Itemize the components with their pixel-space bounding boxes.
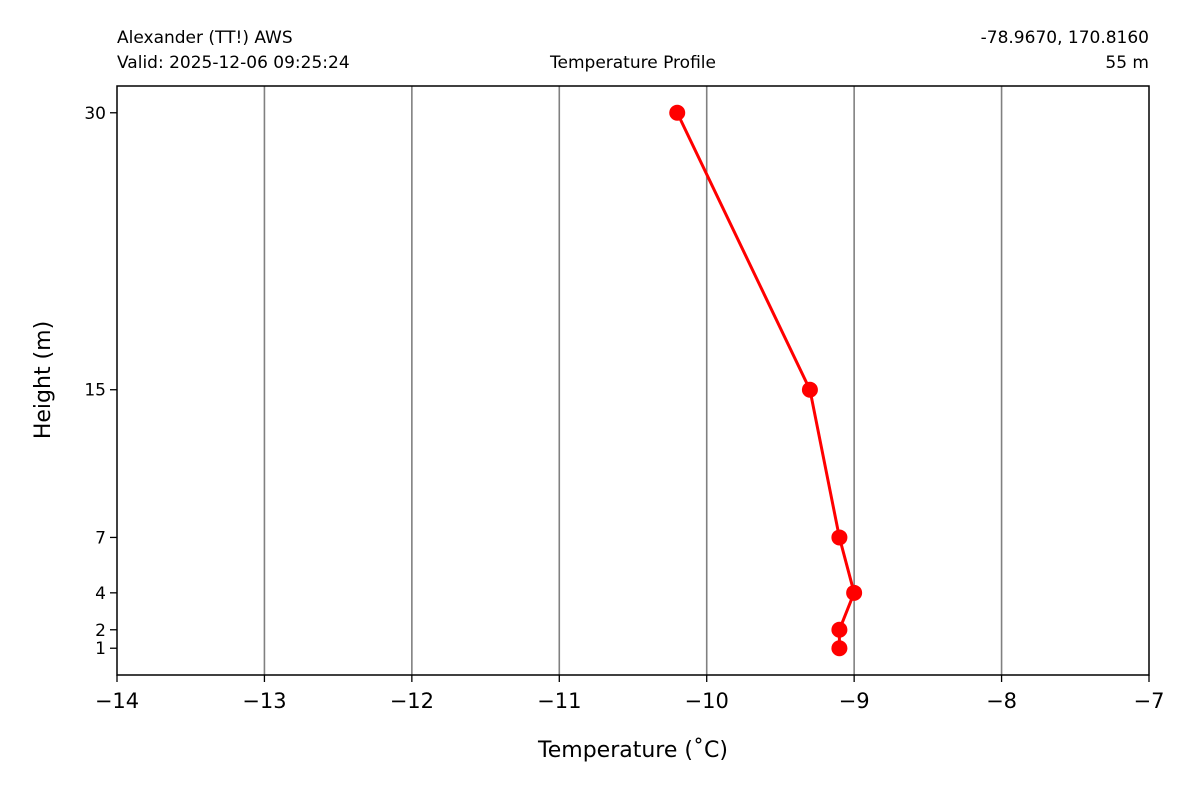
temperature-line [675,112,856,649]
elevation: 55 m [1105,53,1149,73]
x-tick-label: −12 [390,689,434,713]
x-tick-label: −13 [242,689,286,713]
plot-frame [116,85,1150,676]
data-point [831,529,848,546]
y-tick-label: 2 [95,621,106,641]
data-point [831,640,848,657]
y-tick-label: 1 [95,639,106,659]
data-point [801,381,818,398]
x-tick-label: −7 [1134,689,1165,713]
data-point [846,584,863,601]
x-axis-label: Temperature (˚C) [537,738,728,763]
x-tick-label: −11 [537,689,581,713]
x-tick-label: −14 [95,689,139,713]
y-axis-label: Height (m) [31,321,56,439]
y-tick-label: 30 [84,104,106,124]
valid-time: Valid: 2025-12-06 09:25:24 [117,53,350,73]
data-point [669,104,686,121]
x-tick-label: −10 [685,689,729,713]
station-name: Alexander (TT!) AWS [117,28,293,48]
y-tick-label: 4 [95,584,106,604]
chart-title: Temperature Profile [549,53,716,73]
coordinates: -78.9670, 170.8160 [981,28,1149,48]
x-tick-label: −9 [839,689,870,713]
data-point [831,621,848,638]
x-tick-label: −8 [986,689,1017,713]
y-tick-label: 7 [95,528,106,548]
y-tick-label: 15 [84,381,106,401]
